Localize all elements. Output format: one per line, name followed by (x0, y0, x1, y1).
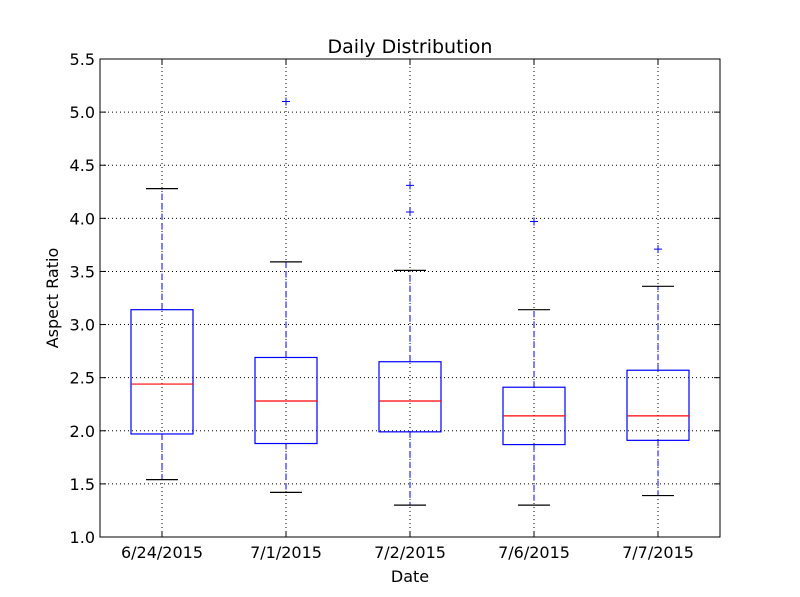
y-tick-label: 5.0 (70, 103, 95, 122)
box-iqr (130, 309, 194, 435)
y-tick-label: 5.5 (70, 50, 95, 69)
box-iqr (626, 369, 690, 441)
y-tick-label: 3.5 (70, 262, 95, 281)
y-tick-label: 1.5 (70, 475, 95, 494)
y-tick-label: 2.0 (70, 422, 95, 441)
x-tick-label: 6/24/2015 (121, 543, 203, 562)
y-tick-label: 4.0 (70, 209, 95, 228)
outlier-marker (654, 245, 662, 254)
x-tick-label: 7/7/2015 (622, 543, 694, 562)
x-tick-label: 7/1/2015 (250, 543, 322, 562)
y-tick-label: 3.0 (70, 316, 95, 335)
outlier-marker (282, 97, 290, 106)
chart-title: Daily Distribution (328, 36, 493, 58)
y-tick-label: 1.0 (70, 528, 95, 547)
box-iqr (378, 361, 442, 433)
outlier-marker (406, 207, 414, 216)
outlier-marker (530, 217, 538, 226)
x-tick-label: 7/6/2015 (498, 543, 570, 562)
plot-area: 1.0 1.5 2.0 2.5 3.0 3.5 4.0 4.5 5.0 5.5 6/24/2015 7… (70, 50, 721, 562)
x-axis-title: Date (391, 567, 429, 586)
y-tick-label: 2.5 (70, 369, 95, 388)
y-axis-title: Aspect Ratio (43, 248, 62, 349)
y-tick-label: 4.5 (70, 156, 95, 175)
outlier-marker (406, 181, 414, 190)
x-tick-label: 7/2/2015 (374, 543, 446, 562)
